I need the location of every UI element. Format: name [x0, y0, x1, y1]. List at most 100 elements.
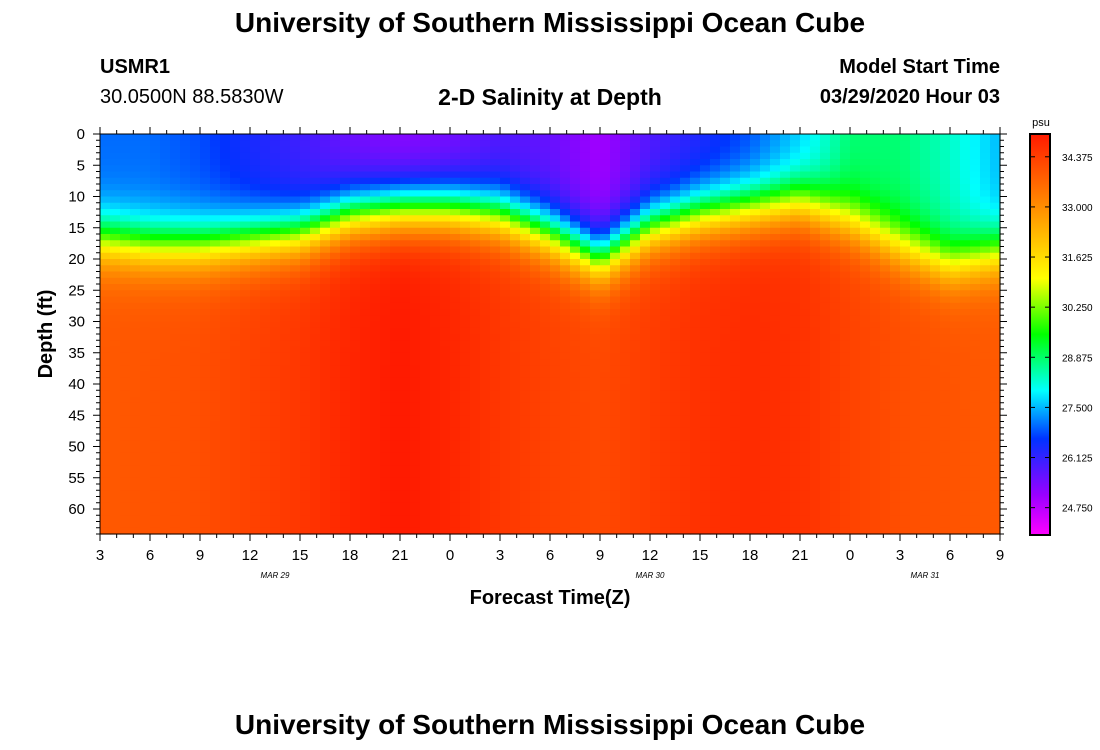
heatmap-cell: [100, 352, 111, 360]
heatmap-cell: [420, 271, 431, 279]
heatmap-cell: [650, 271, 661, 279]
heatmap-cell: [340, 377, 351, 385]
heatmap-cell: [170, 502, 181, 510]
heatmap-cell: [770, 490, 781, 498]
heatmap-cell: [160, 209, 171, 216]
heatmap-cell: [350, 159, 361, 166]
heatmap-cell: [770, 302, 781, 310]
heatmap-cell: [310, 452, 321, 460]
heatmap-cell: [790, 459, 801, 466]
heatmap-cell: [820, 296, 831, 304]
heatmap-cell: [380, 334, 391, 341]
heatmap-cell: [560, 152, 571, 160]
heatmap-cell: [470, 240, 481, 248]
heatmap-cell: [650, 515, 661, 523]
heatmap-cell: [420, 502, 431, 510]
heatmap-cell: [250, 227, 261, 235]
heatmap-cell: [360, 240, 371, 248]
heatmap-cell: [470, 146, 481, 154]
heatmap-cell: [360, 265, 371, 273]
heatmap-cell: [280, 384, 291, 391]
heatmap-cell: [670, 496, 681, 504]
heatmap-cell: [600, 402, 611, 410]
heatmap-cell: [200, 177, 211, 185]
heatmap-cell: [110, 409, 121, 416]
heatmap-cell: [750, 202, 761, 210]
heatmap-cell: [390, 177, 401, 185]
heatmap-cell: [480, 496, 491, 504]
heatmap-cell: [680, 515, 691, 523]
heatmap-cell: [770, 190, 781, 198]
heatmap-cell: [510, 484, 521, 491]
heatmap-cell: [110, 246, 121, 254]
heatmap-cell: [100, 290, 111, 298]
heatmap-cell: [790, 184, 801, 191]
heatmap-cell: [860, 246, 871, 254]
heatmap-cell: [330, 427, 341, 435]
heatmap-cell: [150, 390, 161, 398]
heatmap-cell: [230, 302, 241, 310]
heatmap-cell: [280, 271, 291, 279]
heatmap-cell: [590, 402, 601, 410]
heatmap-cell: [210, 446, 221, 454]
heatmap-cell: [470, 371, 481, 379]
heatmap-cell: [420, 290, 431, 298]
heatmap-cell: [830, 371, 841, 379]
heatmap-cell: [170, 434, 181, 441]
heatmap-cell: [510, 396, 521, 404]
heatmap-cell: [250, 265, 261, 273]
heatmap-cell: [130, 396, 141, 404]
heatmap-cell: [460, 309, 471, 316]
heatmap-cell: [180, 377, 191, 385]
heatmap-cell: [180, 402, 191, 410]
heatmap-cell: [760, 352, 771, 360]
heatmap-cell: [860, 327, 871, 335]
heatmap-cell: [790, 477, 801, 485]
heatmap-cell: [420, 165, 431, 173]
heatmap-cell: [440, 390, 451, 398]
heatmap-cell: [220, 452, 231, 460]
heatmap-cell: [530, 171, 541, 179]
heatmap-cell: [210, 440, 221, 448]
heatmap-cell: [460, 527, 471, 535]
heatmap-cell: [680, 371, 691, 379]
heatmap-cell: [410, 134, 421, 141]
heatmap-cell: [720, 165, 731, 173]
heatmap-cell: [730, 396, 741, 404]
heatmap-cell: [860, 265, 871, 273]
heatmap-cell: [440, 196, 451, 204]
heatmap-cell: [190, 415, 201, 423]
heatmap-cell: [170, 159, 181, 166]
heatmap-cell: [770, 202, 781, 210]
heatmap-cell: [290, 284, 301, 291]
heatmap-cell: [690, 465, 701, 473]
heatmap-cell: [120, 377, 131, 385]
heatmap-cell: [480, 240, 491, 248]
heatmap-cell: [360, 221, 371, 229]
heatmap-cell: [730, 377, 741, 385]
heatmap-cell: [720, 259, 731, 266]
heatmap-cell: [600, 384, 611, 391]
heatmap-cell: [700, 527, 711, 535]
heatmap-cell: [580, 227, 591, 235]
heatmap-cell: [780, 196, 791, 204]
heatmap-cell: [780, 265, 791, 273]
heatmap-cell: [640, 209, 651, 216]
heatmap-cell: [420, 440, 431, 448]
heatmap-cell: [410, 140, 421, 148]
heatmap-cell: [830, 415, 841, 423]
heatmap-cell: [200, 146, 211, 154]
heatmap-cell: [680, 290, 691, 298]
heatmap-cell: [710, 446, 721, 454]
heatmap-cell: [560, 446, 571, 454]
heatmap-cell: [820, 309, 831, 316]
heatmap-cell: [770, 471, 781, 479]
heatmap-cell: [670, 484, 681, 491]
heatmap-cell: [800, 265, 811, 273]
heatmap-cell: [510, 271, 521, 279]
heatmap-cell: [480, 271, 491, 279]
heatmap-cell: [610, 352, 621, 360]
heatmap-cell: [610, 340, 621, 348]
heatmap-cell: [460, 477, 471, 485]
heatmap-cell: [780, 340, 791, 348]
